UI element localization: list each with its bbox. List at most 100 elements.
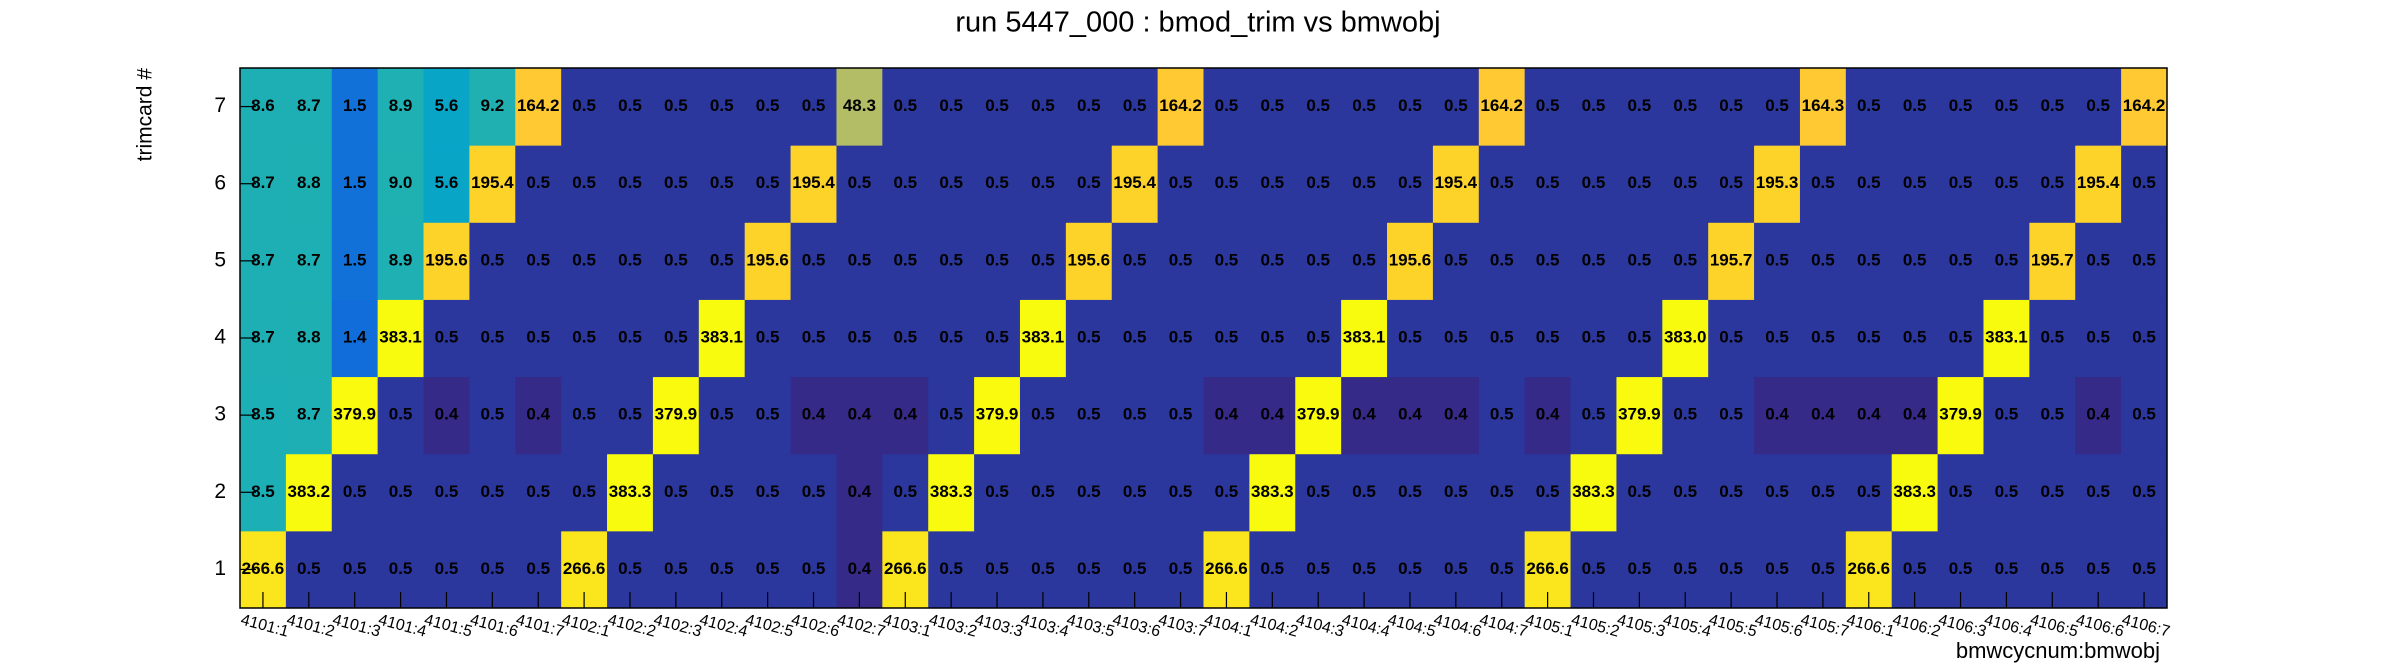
cell-label: 0.5 (985, 96, 1009, 115)
cell-label: 383.1 (1985, 327, 2028, 346)
cell-label: 0.5 (1398, 327, 1422, 346)
cell (698, 453, 746, 532)
cell (1387, 68, 1434, 146)
cell-label: 0.5 (710, 173, 734, 192)
cell-label: 8.6 (251, 96, 275, 115)
cell-label: 0.5 (1444, 559, 1468, 578)
cell (1937, 299, 1984, 378)
cell-label: 0.5 (1673, 482, 1697, 501)
cell (1754, 299, 1801, 378)
cell (377, 145, 425, 223)
cell (2029, 299, 2076, 378)
cell-label: 0.5 (481, 405, 505, 424)
cell (1570, 222, 1617, 300)
cell (698, 145, 746, 223)
cell-label: 0.5 (1582, 405, 1606, 424)
cell (2121, 145, 2168, 223)
cell-label: 0.5 (664, 559, 688, 578)
cell-label: 0.5 (1444, 482, 1468, 501)
cell (1203, 453, 1250, 532)
cell-label: 0.5 (1719, 327, 1743, 346)
cell (1662, 145, 1709, 223)
cell-label: 0.5 (1995, 559, 2019, 578)
cell (1478, 453, 1526, 532)
cell-label: 0.5 (1719, 173, 1743, 192)
cell-label: 0.5 (893, 482, 917, 501)
y-tick-label: 7 (214, 94, 226, 117)
cell-label: 0.5 (1398, 96, 1422, 115)
cell-label: 0.5 (848, 173, 872, 192)
cell-label: 0.5 (1261, 327, 1285, 346)
cell-label: 0.5 (1398, 559, 1422, 578)
cell (744, 145, 792, 223)
cell-label: 0.5 (2086, 250, 2110, 269)
y-tick-label: 6 (214, 171, 226, 194)
cell (652, 376, 700, 455)
cell-label: 0.5 (572, 327, 596, 346)
cell (607, 453, 654, 532)
cell (1616, 222, 1663, 300)
cell (1295, 453, 1342, 532)
cell-label: 0.5 (1949, 559, 1973, 578)
cell-label: 48.3 (843, 96, 876, 115)
cell-label: 0.5 (1995, 482, 2019, 501)
cell (1295, 222, 1342, 300)
y-tick-label: 1 (214, 557, 226, 580)
cell (652, 68, 700, 146)
cell (285, 145, 333, 223)
y-tick-label: 5 (214, 248, 226, 271)
cell (1754, 68, 1801, 146)
cell-label: 0.5 (435, 559, 459, 578)
cell (1019, 222, 1067, 300)
cell (1524, 376, 1572, 455)
cell-label: 1.5 (343, 173, 367, 192)
cell-label: 0.5 (1352, 482, 1376, 501)
cell-label: 0.5 (1903, 559, 1927, 578)
cell (285, 68, 333, 146)
cell-label: 0.5 (710, 405, 734, 424)
cell-label: 379.9 (333, 405, 376, 424)
cell (1845, 68, 1893, 146)
cell (1295, 299, 1342, 378)
cell-label: 1.4 (343, 327, 367, 346)
cell (2075, 376, 2122, 455)
cell (1662, 68, 1709, 146)
cell-label: 0.5 (1077, 173, 1101, 192)
cell (1249, 145, 1296, 223)
x-axis-title: bmwcycnum:bmwobj (1956, 638, 2160, 663)
cell-label: 0.4 (435, 405, 459, 424)
cell (2029, 222, 2076, 300)
cell-label: 0.5 (1811, 482, 1835, 501)
cell-label: 0.4 (848, 405, 872, 424)
cell-label: 0.5 (343, 482, 367, 501)
cell (928, 376, 975, 455)
cell-label: 195.7 (1710, 250, 1753, 269)
cell-label: 0.5 (985, 559, 1009, 578)
cell-label: 0.5 (1903, 327, 1927, 346)
cell (1662, 299, 1709, 378)
cell (515, 453, 562, 532)
cell (469, 453, 516, 532)
cell-label: 0.5 (1949, 327, 1973, 346)
cell-label: 0.5 (1673, 173, 1697, 192)
cell (1845, 222, 1893, 300)
cell (1524, 68, 1572, 146)
cell-label: 0.5 (1352, 96, 1376, 115)
cell-label: 0.5 (1306, 482, 1330, 501)
cell (1662, 222, 1709, 300)
cell-label: 266.6 (242, 559, 285, 578)
cell (1249, 376, 1296, 455)
cell-label: 0.5 (1169, 250, 1193, 269)
cell (1754, 376, 1801, 455)
cell-label: 0.4 (1536, 405, 1560, 424)
cell-label: 0.5 (1765, 327, 1789, 346)
cell (331, 68, 379, 146)
cell-label: 0.5 (1215, 250, 1239, 269)
cell (1478, 299, 1526, 378)
cell (2029, 145, 2076, 223)
cell-label: 0.4 (1215, 405, 1239, 424)
cell-label: 0.5 (2132, 405, 2156, 424)
cell (469, 222, 516, 300)
cell (1616, 145, 1663, 223)
